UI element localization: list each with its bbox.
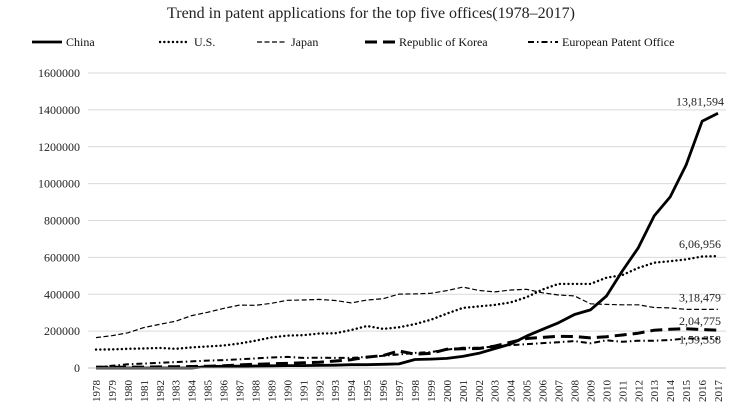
legend-label: Republic of Korea xyxy=(399,35,488,49)
y-tick-label: 1000000 xyxy=(38,177,80,191)
x-tick-label: 2009 xyxy=(585,380,597,403)
x-tick-label: 1994 xyxy=(346,380,358,403)
y-tick-label: 1200000 xyxy=(38,140,80,154)
data-label: 2,04,775 xyxy=(679,314,721,328)
y-tick-label: 1600000 xyxy=(38,66,80,80)
x-tick-label: 1981 xyxy=(139,380,151,402)
data-label: 3,18,479 xyxy=(679,290,721,304)
series-line-u-s xyxy=(94,254,720,351)
chart-title: Trend in patent applications for the top… xyxy=(167,5,575,22)
series-line-european-patent-office xyxy=(95,337,719,369)
y-tick-label: 400000 xyxy=(44,287,80,301)
x-tick-label: 1985 xyxy=(203,380,215,403)
x-tick-label: 2001 xyxy=(458,380,470,402)
x-tick-label: 2011 xyxy=(617,380,629,402)
legend-label: U.S. xyxy=(194,35,215,49)
data-label: 6,06,956 xyxy=(679,237,721,251)
legend-label: China xyxy=(66,35,95,49)
x-tick-label: 2003 xyxy=(490,380,502,402)
x-tick-label: 2008 xyxy=(569,380,581,403)
x-tick-label: 2017 xyxy=(713,380,725,403)
y-tick-label: 600000 xyxy=(44,250,80,264)
series-line-japan xyxy=(95,286,719,339)
x-tick-label: 1991 xyxy=(298,380,310,402)
y-tick-label: 200000 xyxy=(44,324,80,338)
x-axis-ticks: 1978 1979 1980 1981 1982 1983 1984 1985 1986 1987… xyxy=(91,380,725,403)
data-label: 1,59,358 xyxy=(679,333,721,347)
x-tick-label: 1980 xyxy=(123,380,135,403)
x-tick-label: 2012 xyxy=(633,380,645,402)
y-axis-ticks: 0 200000 400000 600000 800000 1000000 1200000 1… xyxy=(38,66,80,375)
x-tick-label: 1998 xyxy=(410,380,422,403)
x-tick-label: 1995 xyxy=(362,380,374,403)
x-tick-label: 1978 xyxy=(91,380,103,403)
y-tick-label: 1400000 xyxy=(38,103,80,117)
y-tick-label: 800000 xyxy=(44,214,80,228)
x-tick-label: 1984 xyxy=(187,380,199,403)
x-tick-label: 2014 xyxy=(665,380,677,403)
x-tick-label: 2016 xyxy=(697,380,709,403)
x-tick-label: 1986 xyxy=(219,380,231,403)
x-tick-label: 1996 xyxy=(378,380,390,403)
x-tick-label: 1988 xyxy=(250,380,262,403)
x-tick-label: 2006 xyxy=(538,380,550,403)
y-tick-label: 0 xyxy=(74,361,80,375)
x-tick-label: 2013 xyxy=(649,380,661,403)
x-tick-label: 2000 xyxy=(442,380,454,403)
x-tick-label: 1987 xyxy=(235,380,247,403)
series-lines xyxy=(94,112,720,370)
x-tick-label: 2004 xyxy=(506,380,518,403)
x-tick-label: 1990 xyxy=(282,380,294,403)
x-tick-label: 2015 xyxy=(681,380,693,403)
x-tick-label: 2007 xyxy=(554,380,566,403)
x-tick-label: 1983 xyxy=(171,380,183,403)
x-tick-label: 1982 xyxy=(155,380,167,402)
x-tick-label: 2010 xyxy=(601,380,613,403)
x-tick-label: 1992 xyxy=(314,380,326,402)
legend-label: European Patent Office xyxy=(562,35,674,49)
series-line-republic-of-korea xyxy=(95,327,719,369)
x-tick-label: 1997 xyxy=(394,380,406,403)
x-tick-label: 2002 xyxy=(474,380,486,402)
x-tick-label: 1979 xyxy=(107,380,119,403)
x-tick-label: 1999 xyxy=(426,380,438,403)
gridlines xyxy=(88,72,726,332)
x-tick-label: 1993 xyxy=(330,380,342,403)
data-label: 13,81,594 xyxy=(676,94,724,108)
series-line-china xyxy=(96,112,719,370)
x-tick-label: 2005 xyxy=(522,380,534,403)
legend-label: Japan xyxy=(291,35,318,49)
legend: China U.S. Japan Republic of Korea European … xyxy=(32,35,674,49)
x-tick-label: 1989 xyxy=(266,380,278,403)
end-labels: 13,81,594 6,06,956 3,18,479 2,04,775 1,59,35… xyxy=(676,94,724,346)
